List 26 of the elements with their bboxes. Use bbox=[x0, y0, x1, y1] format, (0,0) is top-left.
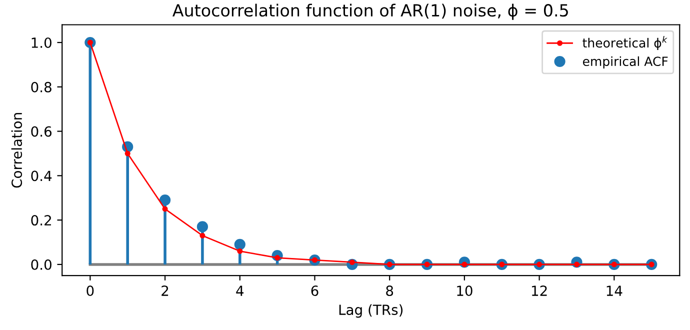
legend-label: empirical ACF bbox=[582, 56, 668, 68]
x-tick-label: 4 bbox=[236, 286, 244, 296]
y-tick-label: 0.2 bbox=[31, 215, 51, 226]
y-tick-label: 0.8 bbox=[31, 82, 52, 92]
x-tick-label: 8 bbox=[386, 286, 394, 296]
y-axis-title: Correlation bbox=[11, 113, 22, 188]
x-axis-title: Lag (TRs) bbox=[339, 304, 403, 318]
x-tick-label: 10 bbox=[457, 286, 472, 296]
x-tick-label: 14 bbox=[606, 286, 622, 296]
point bbox=[196, 221, 208, 232]
point bbox=[162, 206, 168, 212]
y-tick-label: 0.4 bbox=[31, 170, 52, 182]
point bbox=[124, 150, 130, 156]
point bbox=[159, 194, 171, 206]
y-tick-label: 0.0 bbox=[31, 259, 52, 270]
y-tick-label: 1.0 bbox=[32, 37, 52, 48]
x-tick-label: 0 bbox=[86, 286, 94, 296]
point bbox=[237, 248, 243, 254]
point bbox=[234, 238, 246, 250]
y-tick-label: 0.6 bbox=[31, 126, 52, 137]
chart-title: Autocorrelation function of AR(1) noise, ϕ = 0.5 bbox=[172, 4, 568, 20]
legend-label: theoretical ϕ$^{k}$ bbox=[582, 36, 668, 50]
x-tick-label: 12 bbox=[532, 286, 547, 296]
point bbox=[200, 232, 206, 238]
x-tick-label: 2 bbox=[162, 286, 168, 296]
x-tick-label: 6 bbox=[311, 286, 318, 296]
